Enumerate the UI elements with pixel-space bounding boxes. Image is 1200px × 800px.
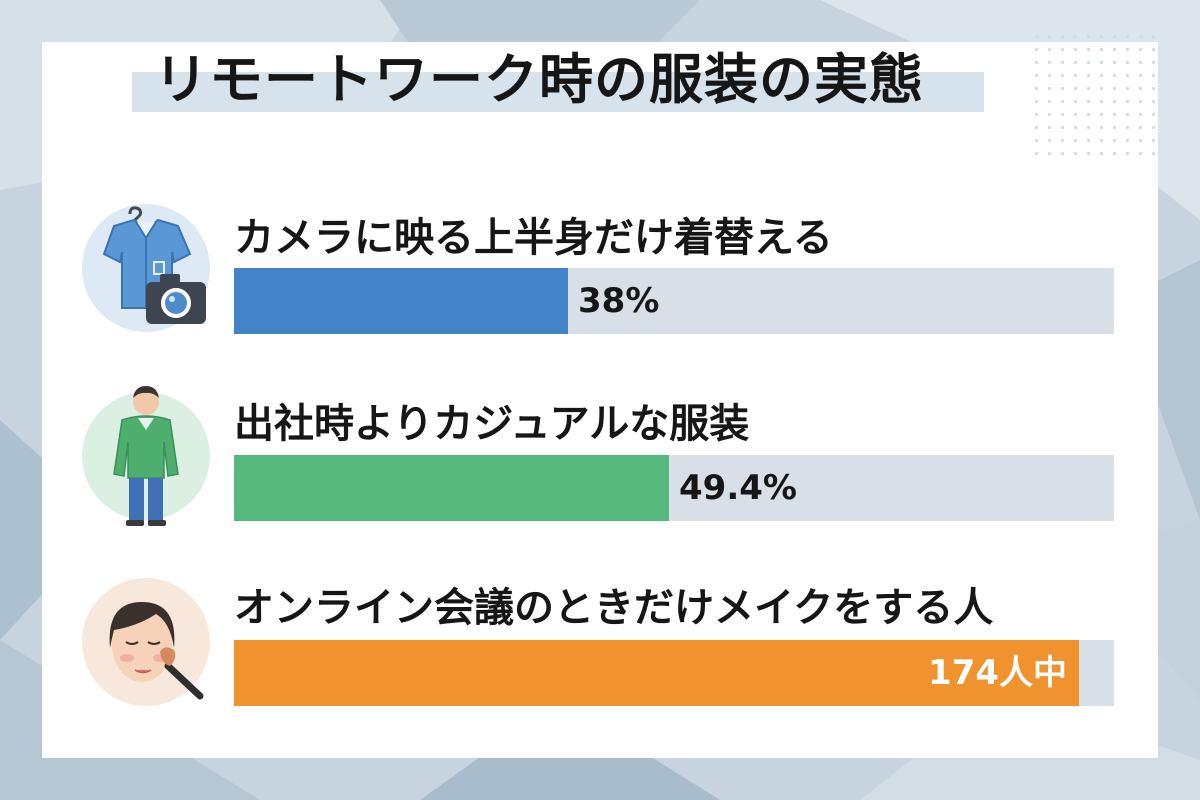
row-label-makeup: オンライン会議のときだけメイクをする人: [234, 585, 994, 631]
title-highlight: [132, 72, 984, 112]
row-label-casual: 出社時よりカジュアルな服装: [234, 401, 750, 447]
content-card: [42, 42, 1158, 758]
bar-value-makeup: 174人中: [928, 653, 1067, 693]
page-title: リモートワーク時の服装の実態: [154, 48, 924, 111]
dot-pattern: [1030, 30, 1160, 160]
bar-track-casual: 49.4%: [234, 455, 1114, 521]
makeup-face-icon: [82, 578, 210, 706]
bar-track-makeup: 174人中: [234, 640, 1114, 706]
shirt-camera-icon: [82, 204, 210, 332]
bar-value-casual: 49.4%: [679, 468, 797, 508]
row-label-upper-body: カメラに映る上半身だけ着替える: [234, 215, 833, 261]
bar-track-upper-body: 38%: [234, 268, 1114, 334]
casual-person-icon: [82, 386, 210, 526]
bar-makeup: [234, 640, 1079, 706]
bar-value-upper-body: 38%: [578, 281, 660, 321]
bar-upper-body: [234, 268, 568, 334]
bar-casual: [234, 455, 669, 521]
